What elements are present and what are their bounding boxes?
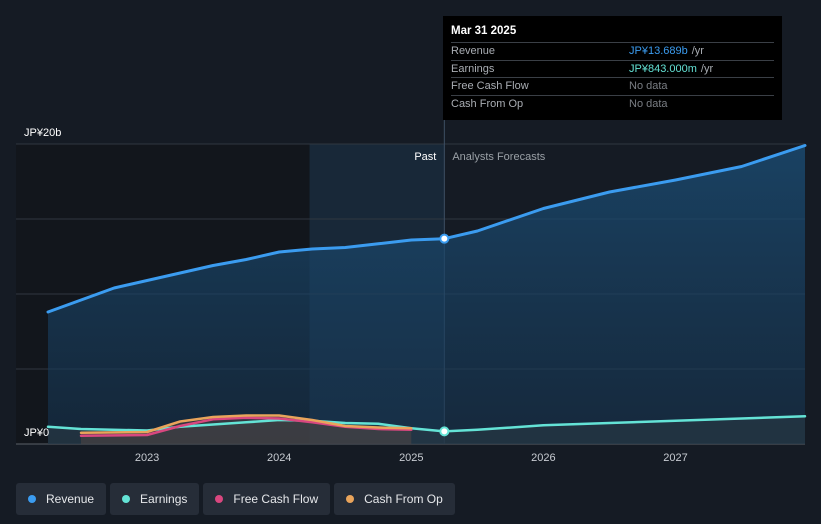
data-tooltip: Mar 31 2025 Revenue JP¥13.689b /yr Earni… bbox=[443, 16, 782, 120]
tooltip-unit: /yr bbox=[700, 62, 714, 75]
forecast-label: Analysts Forecasts bbox=[452, 151, 545, 163]
y-axis-bottom-label: JP¥0 bbox=[24, 427, 49, 439]
tooltip-row-free-cash-flow: Free Cash Flow No data bbox=[451, 77, 774, 95]
tooltip-label: Earnings bbox=[451, 62, 495, 75]
tooltip-value: No data bbox=[629, 97, 668, 110]
legend-item-free-cash-flow[interactable]: Free Cash Flow bbox=[203, 483, 331, 515]
revenue-line bbox=[46, 144, 807, 314]
legend-item-cash-from-op[interactable]: Cash From Op bbox=[334, 483, 455, 515]
earnings-highlight-point bbox=[439, 426, 450, 437]
legend-label: Free Cash Flow bbox=[233, 492, 319, 506]
tooltip-row-revenue: Revenue JP¥13.689b /yr bbox=[451, 42, 774, 60]
earnings-dot-icon bbox=[122, 495, 131, 503]
legend-item-earnings[interactable]: Earnings bbox=[110, 483, 200, 515]
tooltip-unit: /yr bbox=[691, 45, 704, 57]
x-tick-label: 2024 bbox=[267, 452, 291, 464]
tooltip-date: Mar 31 2025 bbox=[451, 25, 517, 37]
x-tick-label: 2023 bbox=[135, 452, 159, 464]
tooltip-label: Revenue bbox=[451, 45, 496, 57]
cash-from-op-dot-icon bbox=[346, 495, 355, 503]
past-label: Past bbox=[414, 151, 436, 163]
legend-label: Cash From Op bbox=[364, 492, 443, 506]
chart-legend: Revenue Earnings Free Cash Flow Cash Fro… bbox=[16, 483, 455, 515]
legend-label: Revenue bbox=[46, 492, 95, 506]
tooltip-value: No data bbox=[629, 80, 668, 92]
legend-label: Earnings bbox=[140, 492, 188, 506]
x-tick-label: 2025 bbox=[399, 452, 423, 464]
cash-from-op-area bbox=[81, 415, 412, 444]
tooltip-value: JP¥13.689b bbox=[629, 45, 688, 57]
tooltip-row-earnings: Earnings JP¥843.000m /yr bbox=[451, 59, 774, 78]
tooltip-label: Cash From Op bbox=[451, 97, 524, 110]
y-axis-top-label: JP¥20b bbox=[24, 127, 61, 139]
revenue-dot-icon bbox=[28, 495, 36, 503]
free-cash-flow-dot-icon bbox=[215, 495, 224, 503]
x-tick-label: 2026 bbox=[531, 452, 555, 464]
revenue-highlight-point bbox=[439, 233, 450, 244]
x-tick-label: 2027 bbox=[663, 452, 687, 464]
revenue-area bbox=[48, 145, 805, 444]
legend-item-revenue[interactable]: Revenue bbox=[16, 483, 107, 515]
cash-from-op-line bbox=[79, 414, 413, 435]
tooltip-row-cash-from-op: Cash From Op No data bbox=[451, 94, 774, 113]
tooltip-label: Free Cash Flow bbox=[451, 80, 529, 92]
tooltip-value: JP¥843.000m bbox=[629, 62, 697, 75]
